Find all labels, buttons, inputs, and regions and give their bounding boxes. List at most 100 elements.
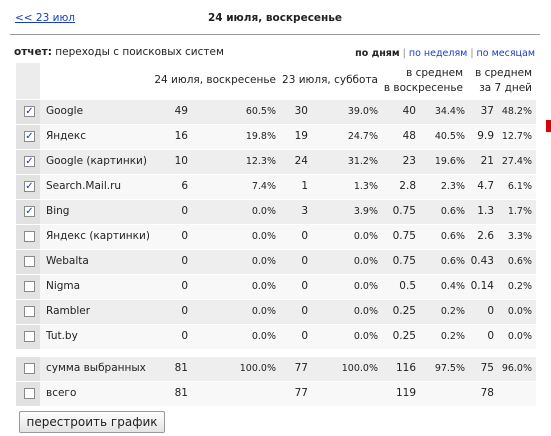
- source-name: Nigma: [46, 280, 81, 292]
- row-bg: [16, 175, 536, 199]
- checkbox[interactable]: [24, 363, 35, 374]
- source-name: Rambler: [46, 305, 91, 317]
- checkbox[interactable]: ✓: [24, 131, 35, 142]
- cell: 0.6%: [440, 206, 465, 217]
- cell: 19.6%: [434, 156, 465, 167]
- period-link[interactable]: по месяцам: [476, 48, 535, 59]
- cell: 77: [294, 387, 308, 399]
- cell: 96.0%: [501, 363, 532, 374]
- row-bg: [16, 275, 536, 299]
- title: 24 июля, воскресенье: [207, 12, 343, 24]
- cell: 0.75: [392, 230, 416, 242]
- separator: |: [402, 48, 406, 59]
- cell: 75: [480, 362, 494, 374]
- source-name: Яндекс (картинки): [46, 230, 150, 242]
- cell: 6.1%: [507, 181, 532, 192]
- cell: 0.2%: [440, 331, 465, 342]
- column-header: 23 июля, суббота: [282, 74, 378, 86]
- checkbox[interactable]: ✓: [24, 106, 35, 117]
- cell: 37: [480, 105, 494, 117]
- cell: 0: [181, 230, 188, 242]
- column-header: в воскресенье: [383, 82, 463, 94]
- cell: 0.0%: [353, 281, 378, 292]
- cell: 0: [301, 230, 308, 242]
- period-link[interactable]: по дням: [355, 48, 400, 59]
- row-bg: [16, 200, 536, 224]
- cell: 119: [395, 387, 416, 399]
- checkbox[interactable]: [24, 388, 35, 399]
- cell: 21: [480, 155, 494, 167]
- cell: 23: [402, 155, 416, 167]
- cell: 27.4%: [501, 156, 532, 167]
- cell: 49: [174, 105, 188, 117]
- cell: 6: [181, 180, 188, 192]
- cell: 0.6%: [440, 256, 465, 267]
- cell: 0.25: [392, 330, 416, 342]
- cell: 39.0%: [347, 106, 378, 117]
- cell: 19.8%: [245, 131, 276, 142]
- source-name: сумма выбранных: [46, 362, 146, 374]
- cell: 0: [301, 305, 308, 317]
- checkbox[interactable]: [24, 281, 35, 292]
- cell: 0: [181, 205, 188, 217]
- cell: 9.9: [477, 130, 494, 142]
- cell: 100.0%: [341, 363, 378, 374]
- cell: 0.0%: [251, 306, 276, 317]
- row-bg: [16, 250, 536, 274]
- column-header: за 7 дней: [479, 82, 532, 94]
- cell: 0.0%: [251, 331, 276, 342]
- checkbox[interactable]: [24, 331, 35, 342]
- cell: 40.5%: [434, 131, 465, 142]
- source-name: Tut.by: [46, 330, 78, 342]
- checkbox[interactable]: [24, 231, 35, 242]
- cell: 0.0%: [251, 206, 276, 217]
- header-bg: [16, 63, 40, 99]
- cell: 60.5%: [245, 106, 276, 117]
- cell: 40: [402, 105, 416, 117]
- cell: 2.8: [399, 180, 416, 192]
- separator: |: [470, 48, 474, 59]
- cell: 81: [174, 387, 188, 399]
- source-name: Google: [46, 105, 84, 117]
- cell: 0: [487, 330, 494, 342]
- cell: 0.6%: [440, 231, 465, 242]
- checkbox[interactable]: ✓: [24, 206, 35, 217]
- cell: 0.0%: [507, 331, 532, 342]
- cell: 78: [480, 387, 494, 399]
- cell: 1.3: [477, 205, 494, 217]
- back-link[interactable]: << 23 июл: [15, 12, 76, 24]
- cell: 12.7%: [501, 131, 532, 142]
- cell: 2.3%: [440, 181, 465, 192]
- row-bg: [16, 125, 536, 149]
- cell: 0: [181, 280, 188, 292]
- checkbox[interactable]: ✓: [24, 181, 35, 192]
- cell: 7.4%: [251, 181, 276, 192]
- cell: 0: [301, 280, 308, 292]
- cell: 0.0%: [353, 256, 378, 267]
- cell: 24: [294, 155, 308, 167]
- cell: 0.2%: [440, 306, 465, 317]
- cell: 0: [487, 305, 494, 317]
- cell: 0: [181, 305, 188, 317]
- cell: 48.2%: [501, 106, 532, 117]
- cell: 0.25: [392, 305, 416, 317]
- rebuild-button[interactable]: перестроить график: [19, 411, 165, 433]
- source-name: Webalta: [46, 255, 89, 267]
- cell: 1.7%: [507, 206, 532, 217]
- cell: 0.43: [470, 255, 494, 267]
- row-bg: [16, 300, 536, 324]
- cell: 0.75: [392, 205, 416, 217]
- cell: 0.6%: [507, 256, 532, 267]
- checkbox[interactable]: [24, 256, 35, 267]
- cell: 19: [294, 130, 308, 142]
- cell: 48: [402, 130, 416, 142]
- checkbox[interactable]: [24, 306, 35, 317]
- cell: 97.5%: [434, 363, 465, 374]
- cell: 81: [174, 362, 188, 374]
- checkbox[interactable]: ✓: [24, 156, 35, 167]
- cell: 0: [301, 330, 308, 342]
- cell: 0.5: [399, 280, 416, 292]
- cell: 1.3%: [353, 181, 378, 192]
- period-link[interactable]: по неделям: [408, 48, 468, 59]
